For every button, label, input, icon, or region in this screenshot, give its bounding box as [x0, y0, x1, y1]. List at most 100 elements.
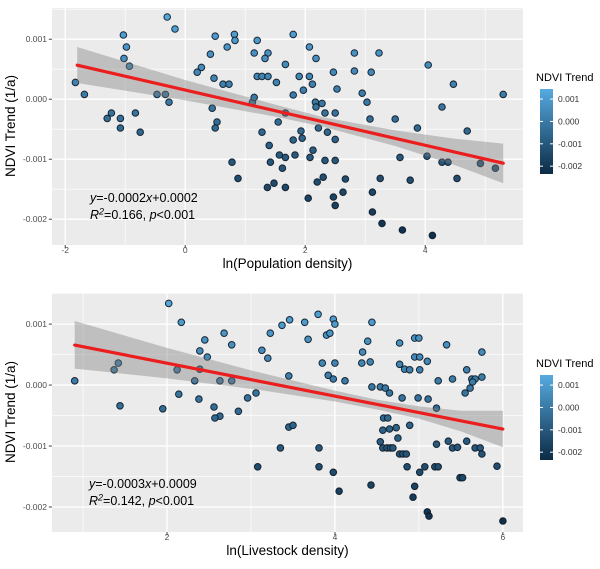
scatter-point — [329, 193, 338, 201]
scatter-point — [415, 366, 424, 374]
scatter-point — [276, 444, 285, 452]
y-axis: 0.001 0.000 -0.001 -0.002 — [23, 319, 52, 512]
scatter-point — [285, 372, 293, 380]
annotation-segment: R — [89, 494, 98, 508]
scatter-point — [363, 337, 372, 346]
scatter-point — [350, 49, 359, 57]
scatter-point — [329, 468, 338, 477]
scatter-point — [375, 49, 383, 57]
scatter-point — [409, 493, 417, 502]
scatter-points — [70, 299, 507, 525]
scatter-point — [261, 54, 269, 63]
scatter-point — [80, 90, 89, 99]
scatter-point — [432, 404, 441, 413]
scatter-point — [223, 43, 231, 51]
y-axis-title: NDVI Trend (1/a) — [3, 361, 18, 463]
scatter-point — [434, 377, 443, 385]
scatter-point — [381, 384, 390, 392]
scatter-point — [107, 109, 116, 117]
legend-tick-label: -0.002 — [558, 161, 582, 171]
scatter-point — [358, 89, 367, 97]
x-axis: -2 0 2 4 — [61, 245, 428, 255]
legend-tick-label: -0.001 — [558, 425, 582, 435]
scatter-point — [358, 359, 366, 367]
scatter-point — [70, 377, 79, 385]
scatter-point — [462, 366, 471, 374]
scatter-point — [210, 74, 218, 82]
y-tick-label: -0.002 — [23, 214, 47, 224]
legend-tick-label: -0.001 — [558, 139, 582, 149]
annotation-segment: =0.166, — [104, 208, 150, 222]
scatter-point — [306, 153, 314, 162]
annotation-segment: x — [145, 191, 153, 205]
scatter-point — [413, 124, 422, 132]
scatter-point — [201, 336, 209, 344]
scatter-point — [300, 318, 309, 327]
y-axis: 0.001 0.000 -0.001 -0.002 — [23, 34, 52, 224]
scatter-point — [125, 62, 134, 70]
scatter-point — [289, 30, 298, 39]
scatter-point — [405, 366, 414, 374]
scatter-point — [211, 124, 219, 132]
scatter-point — [266, 158, 275, 166]
scatter-point — [363, 98, 371, 106]
scatter-point — [318, 99, 326, 108]
scatter-point — [122, 43, 131, 51]
regression-line — [75, 63, 505, 165]
annotation-segment: 2 — [98, 207, 104, 217]
annotation: y=-0.0002x+0.0002 R2=0.166, p<0.001 — [89, 191, 198, 222]
scatter-point — [253, 36, 262, 45]
scatter-point — [253, 463, 262, 471]
x-tick-label: 0 — [183, 245, 188, 255]
scatter-point — [250, 49, 258, 57]
scatter-point — [379, 426, 387, 435]
stats-text: R2=0.166, p<0.001 — [90, 207, 195, 223]
scatter-point — [398, 226, 407, 234]
y-tick-label: 0.001 — [26, 319, 48, 329]
scatter-point — [392, 423, 401, 432]
scatter-point — [331, 156, 340, 165]
scatter-point — [458, 473, 467, 482]
scatter-point — [264, 72, 272, 81]
stats-text: R2=0.142, p<0.001 — [89, 493, 194, 509]
scatter-point — [391, 115, 400, 123]
scatter-point — [304, 194, 313, 202]
scatter-point — [278, 321, 286, 330]
scatter-point — [493, 462, 501, 471]
scatter-point — [308, 80, 317, 88]
scatter-point — [448, 375, 457, 383]
scatter-point — [350, 67, 359, 75]
scatter-point — [312, 103, 320, 111]
scatter-point — [329, 68, 338, 76]
scatter-point — [136, 128, 144, 136]
scatter-point — [291, 151, 299, 159]
scatter-point — [116, 402, 124, 410]
scatter-point — [206, 50, 215, 59]
scatter-point — [468, 378, 477, 386]
y-tick-label: -0.002 — [23, 502, 47, 512]
scatter-point — [476, 444, 485, 452]
y-tick-label: -0.001 — [23, 441, 47, 451]
scatter-point — [211, 414, 219, 422]
scatter-point — [299, 86, 308, 94]
scatter-point — [196, 347, 204, 355]
legend-colorbar — [540, 89, 553, 174]
annotation-segment: p — [149, 208, 157, 222]
scatter-point — [396, 153, 404, 162]
scatter-point — [227, 341, 236, 349]
y-tick-label: 0.001 — [26, 34, 48, 44]
scatter-point — [252, 389, 260, 397]
scatter-point — [331, 320, 339, 328]
legend: NDVI Trend 0.001 0.000 -0.001 -0.002 — [536, 358, 593, 460]
scatter-point — [274, 118, 283, 126]
scatter-point — [270, 179, 278, 187]
x-tick-label: 6 — [500, 532, 505, 542]
scatter-point — [285, 316, 294, 324]
scatter-point — [463, 127, 472, 135]
scatter-point — [453, 443, 462, 452]
annotation-segment: y — [89, 191, 97, 205]
scatter-point — [263, 183, 272, 192]
scatter-point — [131, 109, 140, 117]
population-panel: -2 0 2 4 0.001 0.000 -0.001 -0.002 ln(Population… — [3, 8, 593, 271]
